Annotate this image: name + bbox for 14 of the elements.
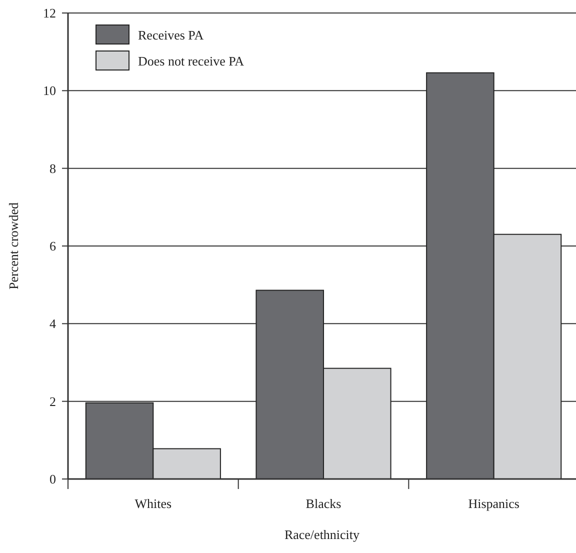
- x-tick-label: Whites: [134, 496, 172, 511]
- y-tick-label: 12: [43, 6, 56, 21]
- y-tick-label: 2: [50, 394, 56, 409]
- legend-label: Does not receive PA: [138, 54, 245, 69]
- y-tick-label: 6: [50, 238, 56, 254]
- y-axis-title: Percent crowded: [6, 202, 21, 290]
- y-tick-label: 8: [50, 160, 56, 176]
- x-tick-label: Hispanics: [468, 496, 520, 511]
- x-axis-title: Race/ethnicity: [284, 527, 360, 542]
- y-tick-label: 4: [50, 316, 56, 332]
- x-tick-label: Blacks: [306, 496, 342, 511]
- legend-label: Receives PA: [138, 28, 204, 43]
- y-tick-label: 0: [50, 472, 56, 487]
- y-tick-label: 10: [43, 83, 56, 98]
